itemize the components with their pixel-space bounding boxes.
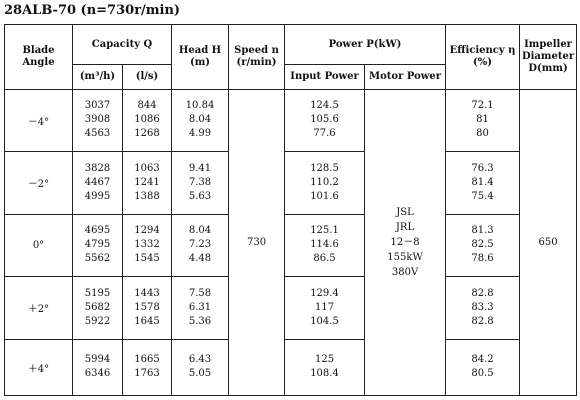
blade-angle-cell: －4° bbox=[4, 88, 73, 152]
blade-angle-cell: ＋2° bbox=[4, 276, 73, 340]
motor-model-b: JRL bbox=[395, 221, 415, 233]
header-capacity-m3h: (m³/h) bbox=[72, 64, 123, 90]
capacity-m3h-cell: 4695 4795 5562 bbox=[72, 213, 123, 277]
pump-spec-table: Blade Angle Capacity Q Head H (m) Speed … bbox=[4, 23, 578, 396]
capacity-ls-cell: 844 1086 1268 bbox=[121, 88, 173, 152]
table-row: 0° 4695 4795 5562 1294 1332 1545 8.04 7.… bbox=[4, 213, 577, 277]
input-power-cell: 125.1 114.6 86.5 bbox=[284, 213, 366, 277]
blade-angle-cell: ＋4° bbox=[4, 338, 73, 396]
header-motor-power: Motor Power bbox=[364, 64, 447, 90]
header-power: Power P(kW) bbox=[284, 23, 447, 66]
table-row: ＋2° 5195 5682 5922 1443 1578 1645 7.58 6… bbox=[4, 276, 577, 340]
efficiency-cell: 76.3 81.4 75.4 bbox=[445, 151, 521, 215]
header-speed: Speed n (r/min) bbox=[228, 24, 286, 90]
input-power-cell: 124.5 105.6 77.6 bbox=[284, 88, 366, 152]
head-cell: 8.04 7.23 4.48 bbox=[171, 213, 230, 277]
blade-angle-cell: 0° bbox=[4, 213, 73, 277]
header-head: Head H (m) bbox=[171, 24, 230, 90]
efficiency-cell: 84.2 80.5 bbox=[445, 338, 521, 396]
capacity-ls-cell: 1294 1332 1545 bbox=[121, 213, 173, 277]
blade-angle-cell: －2° bbox=[4, 151, 73, 215]
table-row: －4° 3037 3908 4563 844 1086 1268 10.84 8… bbox=[4, 88, 578, 396]
speed-cell: 730 bbox=[228, 88, 286, 396]
capacity-ls-cell: 1665 1763 bbox=[121, 338, 173, 396]
head-cell: 6.43 5.05 bbox=[171, 338, 230, 396]
input-power-cell: 129.4 117 104.5 bbox=[284, 276, 366, 340]
motor-model-suffix: 12－8 bbox=[390, 236, 420, 248]
capacity-m3h-cell: 5195 5682 5922 bbox=[72, 276, 123, 340]
header-impeller: Impeller Diameter D(mm) bbox=[519, 24, 578, 90]
efficiency-cell: 72.1 81 80 bbox=[445, 88, 521, 152]
capacity-ls-cell: 1063 1241 1388 bbox=[121, 151, 173, 215]
efficiency-cell: 82.8 83.3 82.8 bbox=[445, 276, 521, 340]
head-cell: 7.58 6.31 5.36 bbox=[171, 276, 230, 340]
header-capacity-ls: (l/s) bbox=[121, 64, 173, 90]
header-input-power: Input Power bbox=[284, 64, 366, 90]
table-row: ＋4° 5994 6346 1665 1763 6.43 5.05 125 10… bbox=[4, 338, 577, 396]
header-blade-angle: Blade Angle bbox=[4, 24, 73, 90]
capacity-m3h-cell: 3037 3908 4563 bbox=[72, 88, 123, 152]
capacity-m3h-cell: 5994 6346 bbox=[72, 338, 123, 396]
capacity-m3h-cell: 3828 4467 4995 bbox=[72, 151, 123, 215]
head-cell: 9.41 7.38 5.63 bbox=[171, 151, 230, 215]
capacity-ls-cell: 1443 1578 1645 bbox=[121, 276, 173, 340]
table-row: －2° 3828 4467 4995 1063 1241 1388 9.41 7… bbox=[4, 151, 577, 215]
motor-power-cell: JSL JRL 12－8 155kW 380V bbox=[364, 88, 447, 396]
head-cell: 10.84 8.04 4.99 bbox=[171, 88, 230, 152]
motor-model-a: JSL bbox=[396, 206, 414, 218]
input-power-cell: 128.5 110.2 101.6 bbox=[284, 151, 366, 215]
header-efficiency: Efficiency η (%) bbox=[445, 24, 521, 90]
impeller-cell: 650 bbox=[519, 88, 578, 396]
motor-voltage: 380V bbox=[391, 266, 419, 278]
header-capacity: Capacity Q bbox=[71, 23, 173, 66]
table-title: 28ALB-70 (n=730r/min) bbox=[4, 3, 181, 18]
efficiency-cell: 81.3 82.5 78.6 bbox=[445, 213, 521, 277]
motor-power: 155kW bbox=[387, 251, 423, 263]
input-power-cell: 125 108.4 bbox=[284, 338, 366, 396]
